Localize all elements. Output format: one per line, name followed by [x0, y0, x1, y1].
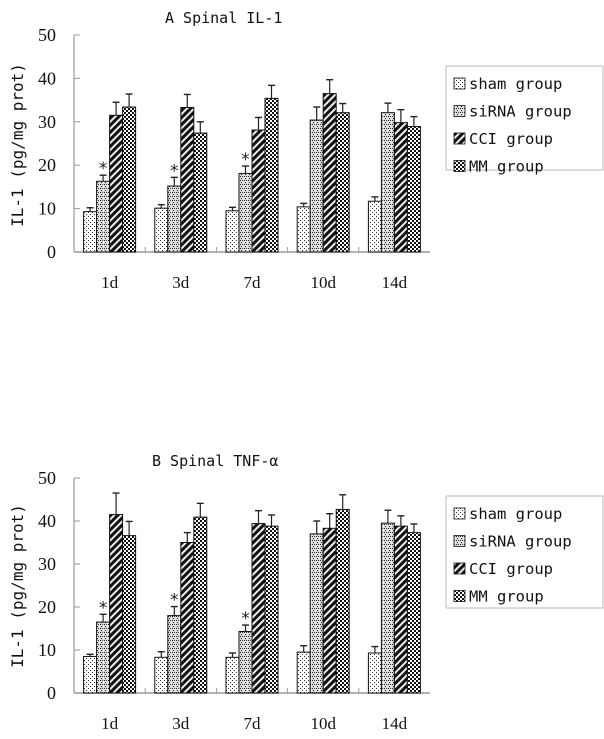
bar-mm-group-1d [122, 535, 137, 694]
legend-entry: sham group [469, 75, 562, 93]
legend-swatch [453, 132, 466, 145]
y-tick-label: 40 [38, 511, 56, 531]
chart-a: A Spinal IL-1 IL-1 (pg/mg prot) 0 10 20 30 4… [0, 0, 604, 300]
y-tick-label: 50 [38, 25, 56, 45]
bar-mm-group-10d [335, 112, 350, 253]
legend-swatch [453, 507, 466, 520]
bar-sirna-group-7d [238, 172, 253, 253]
y-tick-label: 0 [47, 683, 56, 703]
bar-cci-group-10d [322, 527, 337, 694]
legend: sham group siRNA group CCI group MM group [445, 65, 604, 176]
bar-cci-group-14d [393, 525, 408, 694]
bar-sham-group-3d [154, 656, 169, 694]
legend-entry: MM group [469, 588, 544, 606]
x-tick-label: 3d [172, 714, 190, 733]
bar-cci-group-3d [180, 106, 195, 253]
chart-b-svg: B Spinal TNF-α IL-1 (pg/mg prot) 0 10 20 30… [8, 452, 604, 733]
bar-sirna-group-14d [380, 112, 395, 253]
bar-sham-group-1d [83, 655, 98, 694]
bar-cci-group-7d [251, 129, 266, 253]
bar-sirna-group-3d [167, 185, 182, 253]
bar-sirna-group-10d [309, 533, 324, 694]
bar-sirna-group-14d [380, 522, 395, 694]
y-tick-label: 20 [38, 597, 56, 617]
chart-title: A Spinal IL-1 [165, 9, 282, 27]
bar-cci-group-1d [109, 514, 124, 694]
x-tick-label: 14d [382, 714, 408, 733]
bar-sham-group-10d [296, 651, 311, 694]
legend-swatch [453, 105, 466, 117]
chart-b: B Spinal TNF-α IL-1 (pg/mg prot) 0 10 20 30… [0, 440, 604, 739]
significance-marker: * [98, 598, 108, 618]
legend-swatch [453, 77, 466, 90]
legend-box [445, 495, 604, 609]
y-tick-label: 0 [47, 242, 56, 262]
bar-mm-group-7d [264, 525, 279, 694]
x-tick-label: 1d [101, 273, 119, 292]
plot-area: 0 10 20 30 40 50 1d 3d 7d 10d 14d * * * [38, 25, 430, 292]
significance-marker: * [240, 150, 250, 170]
y-tick-label: 30 [38, 112, 56, 132]
bar-sham-group-3d [154, 207, 169, 253]
significance-marker: * [240, 609, 250, 629]
y-tick-label: 50 [38, 468, 56, 488]
bar-mm-group-3d [193, 132, 208, 253]
y-axis-label: IL-1 (pg/mg prot) [8, 63, 27, 227]
legend-swatch [453, 562, 466, 575]
bar-cci-group-14d [393, 122, 408, 253]
y-axis-label: IL-1 (pg/mg prot) [8, 504, 27, 668]
bar-sham-group-10d [296, 206, 311, 253]
bar-mm-group-10d [335, 508, 350, 694]
significance-marker: * [169, 591, 179, 611]
x-tick-label: 3d [172, 273, 190, 292]
legend: sham group siRNA group CCI group MM group [445, 495, 604, 609]
bar-mm-group-14d [406, 126, 421, 253]
y-tick-label: 40 [38, 68, 56, 88]
bar-sham-group-1d [83, 211, 98, 253]
legend-swatch [453, 160, 466, 172]
bar-cci-group-1d [109, 114, 124, 253]
x-tick-label: 7d [244, 273, 262, 292]
legend-entry: CCI group [469, 130, 553, 148]
bar-mm-group-1d [122, 106, 137, 253]
x-tick-label: 10d [310, 714, 336, 733]
x-tick-label: 1d [101, 714, 119, 733]
legend-swatch [453, 590, 466, 602]
significance-marker: * [98, 159, 108, 179]
legend-box [445, 65, 604, 171]
y-tick-label: 10 [38, 199, 56, 219]
legend-swatch [453, 535, 466, 547]
bar-sham-group-7d [225, 656, 240, 694]
bar-mm-group-3d [193, 516, 208, 694]
legend-entry: MM group [469, 158, 544, 176]
legend-entry: siRNA group [469, 533, 572, 551]
legend-entry: CCI group [469, 560, 553, 578]
legend-entry: siRNA group [469, 103, 572, 121]
bar-sirna-group-7d [238, 631, 253, 694]
bar-cci-group-3d [180, 542, 195, 694]
bar-sham-group-7d [225, 210, 240, 253]
y-tick-label: 10 [38, 640, 56, 660]
bar-sirna-group-1d [96, 621, 111, 694]
bar-sirna-group-1d [96, 180, 111, 253]
chart-title: B Spinal TNF-α [152, 452, 278, 470]
bar-mm-group-7d [264, 97, 279, 253]
x-tick-label: 7d [244, 714, 262, 733]
chart-a-svg: A Spinal IL-1 IL-1 (pg/mg prot) 0 10 20 30 4… [8, 9, 604, 292]
plot-area: 0 10 20 30 40 50 1d 3d 7d 10d 14d * * * [38, 468, 430, 733]
bar-mm-group-14d [406, 532, 421, 694]
bar-sirna-group-3d [167, 615, 182, 694]
y-tick-label: 20 [38, 155, 56, 175]
x-tick-label: 10d [310, 273, 336, 292]
bar-sham-group-14d [367, 200, 382, 253]
bar-sham-group-14d [367, 652, 382, 694]
significance-marker: * [169, 161, 179, 181]
bar-sirna-group-10d [309, 119, 324, 253]
bar-cci-group-10d [322, 93, 337, 253]
legend-entry: sham group [469, 505, 562, 523]
y-tick-label: 30 [38, 554, 56, 574]
x-tick-label: 14d [382, 273, 408, 292]
bar-cci-group-7d [251, 523, 266, 694]
